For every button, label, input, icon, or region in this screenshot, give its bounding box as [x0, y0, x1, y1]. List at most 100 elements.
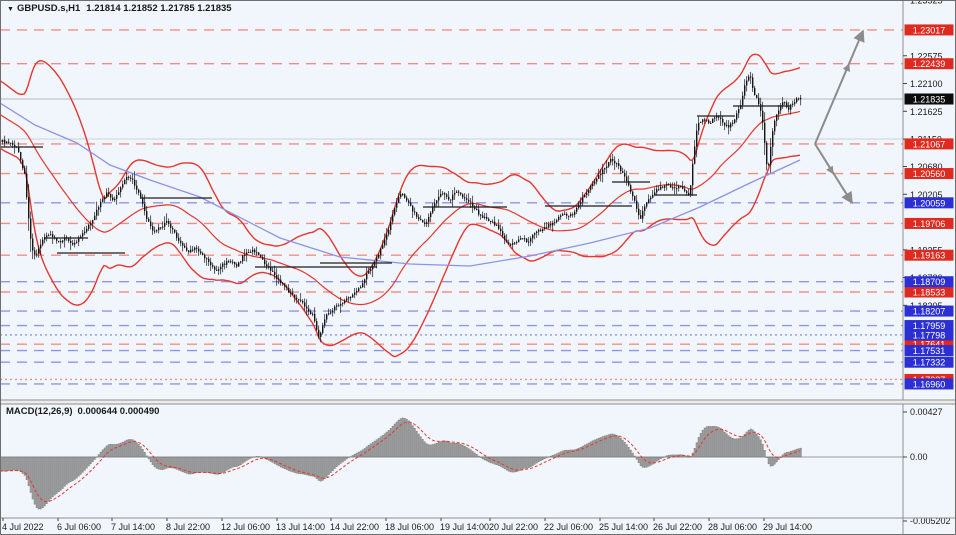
- macd-histogram-bar: [131, 439, 134, 458]
- candle-body: [624, 172, 626, 177]
- candle-body: [666, 184, 668, 186]
- macd-histogram-bar: [659, 456, 662, 459]
- candle-body: [466, 198, 468, 200]
- price-level-badge-label: 1.18533: [913, 288, 946, 298]
- macd-histogram-bar: [99, 451, 102, 458]
- price-level-badge: [904, 217, 954, 229]
- macd-histogram-bar: [385, 431, 388, 458]
- candle-body: [40, 244, 42, 249]
- candle-body: [764, 122, 766, 143]
- price-level-badge-label: 1.17959: [913, 321, 946, 331]
- macd-histogram-bar: [237, 456, 240, 466]
- candle-body: [80, 236, 82, 238]
- macd-histogram-bar: [593, 439, 596, 458]
- candle-body: [70, 240, 72, 243]
- macd-histogram-bar: [623, 441, 626, 458]
- candle-body: [656, 189, 658, 193]
- macd-histogram-bar: [701, 429, 704, 458]
- macd-histogram-bar: [89, 456, 92, 465]
- chevron-down-icon[interactable]: ▼: [7, 6, 14, 13]
- candle-body: [26, 173, 28, 198]
- macd-histogram-bar: [663, 456, 666, 458]
- price-level-badge: [904, 58, 954, 70]
- macd-histogram-bar: [737, 438, 740, 458]
- macd-histogram-bar: [227, 456, 230, 470]
- candle-body: [402, 194, 404, 196]
- macd-histogram-bar: [37, 456, 40, 510]
- macd-histogram-bar: [189, 456, 192, 475]
- macd-histogram-bar: [693, 448, 696, 458]
- candle-body: [736, 113, 738, 120]
- candle-body: [352, 294, 354, 297]
- candle-body: [334, 306, 336, 311]
- macd-histogram-bar: [19, 456, 22, 472]
- macd-histogram-bar: [511, 456, 514, 473]
- candle-body: [96, 209, 98, 216]
- macd-histogram-bar: [327, 456, 330, 475]
- macd-histogram-bar: [121, 441, 124, 458]
- candle-body: [776, 114, 778, 121]
- macd-histogram-bar: [587, 442, 590, 458]
- candle-body: [114, 198, 116, 201]
- macd-histogram-bar: [469, 449, 472, 458]
- macd-histogram-bar: [583, 444, 586, 458]
- macd-histogram-bar: [595, 438, 598, 458]
- candle-body: [496, 224, 498, 226]
- forecast-arrow[interactable]: [814, 143, 853, 205]
- candle-body: [332, 310, 334, 313]
- candle-body: [800, 97, 802, 100]
- current-price-badge: [904, 93, 954, 105]
- candle-body: [640, 215, 642, 219]
- candle-body: [520, 238, 522, 240]
- macd-histogram-bar: [515, 456, 518, 472]
- macd-histogram-bar: [553, 454, 556, 458]
- candle-body: [388, 230, 390, 235]
- candle-body: [192, 249, 194, 251]
- macd-histogram-bar: [335, 456, 338, 467]
- candle-body: [226, 261, 228, 265]
- price-level-badge: [904, 249, 954, 261]
- candle-body: [280, 279, 282, 284]
- candle-body: [604, 168, 606, 170]
- candle-body: [62, 240, 64, 243]
- candle-body: [230, 261, 232, 263]
- macd-histogram-bar: [407, 420, 410, 458]
- candle-body: [122, 184, 124, 188]
- candle-body: [328, 313, 330, 315]
- macd-histogram-bar: [615, 435, 618, 458]
- macd-histogram-bar: [181, 456, 184, 473]
- macd-histogram-bar: [589, 441, 592, 458]
- candle-body: [670, 185, 672, 188]
- candle-body: [58, 240, 60, 242]
- candle-body: [168, 221, 170, 224]
- candle-body: [602, 169, 604, 175]
- macd-histogram-bar: [445, 440, 448, 458]
- candle-body: [452, 194, 454, 201]
- macd-histogram-bar: [77, 456, 80, 477]
- macd-histogram-bar: [165, 456, 168, 469]
- macd-histogram-bar: [195, 456, 198, 473]
- candle-body: [510, 244, 512, 246]
- macd-histogram-bar: [163, 456, 166, 470]
- macd-histogram-bar: [25, 456, 28, 480]
- macd-histogram-bar: [413, 427, 416, 458]
- candle-body: [86, 228, 88, 232]
- macd-histogram-bar: [263, 456, 266, 459]
- candle-body: [760, 104, 762, 111]
- candle-body: [362, 283, 364, 288]
- candle-body: [326, 314, 328, 320]
- candle-body: [794, 102, 796, 104]
- macd-histogram-bar: [523, 456, 526, 469]
- macd-histogram-bar: [87, 456, 90, 467]
- candle-body: [152, 226, 154, 231]
- macd-histogram-bar: [743, 433, 746, 458]
- candle-body: [360, 287, 362, 289]
- time-axis[interactable]: 4 Jul 2022 6 Jul 06:00 7 Jul 14:00 8 Jul 22…: [2, 518, 812, 532]
- candle-body: [354, 292, 356, 295]
- pane-separator[interactable]: [0, 400, 956, 404]
- macd-histogram-bar: [425, 443, 428, 458]
- macd-histogram-bar: [101, 449, 104, 458]
- forecast-arrow[interactable]: [814, 29, 865, 145]
- candle-body: [6, 141, 8, 144]
- candle-body: [756, 95, 758, 98]
